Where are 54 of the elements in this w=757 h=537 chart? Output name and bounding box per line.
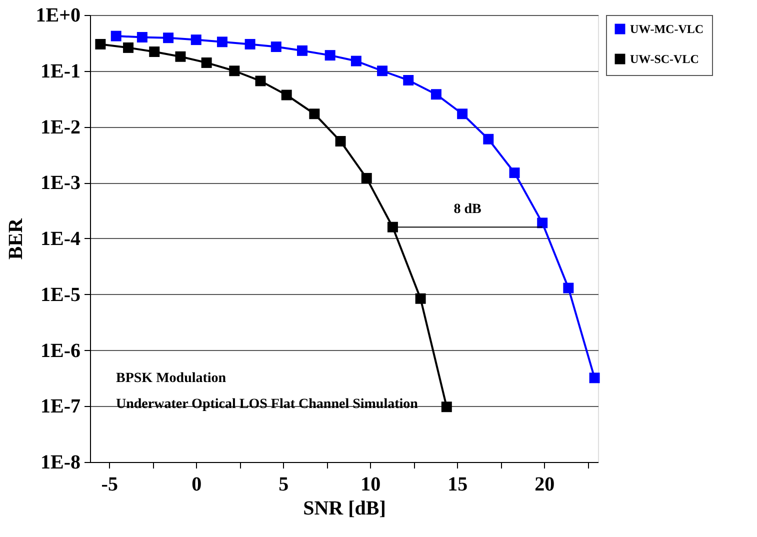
x-tick-label: -5	[101, 474, 118, 496]
x-tick-label: 5	[278, 474, 289, 496]
y-tick-label: 1E-6	[40, 340, 80, 362]
point	[201, 57, 212, 68]
point	[377, 66, 388, 76]
point	[95, 38, 106, 50]
point	[563, 282, 574, 294]
y-tick-label: 1E-3	[40, 172, 80, 194]
point	[441, 402, 452, 412]
point	[110, 30, 122, 42]
y-axis-title: BER	[4, 218, 27, 260]
point	[163, 32, 174, 44]
x-tick-label: 0	[192, 474, 202, 496]
point	[270, 42, 282, 52]
y-tick-label: 1E-5	[40, 284, 80, 306]
legend-label: UW-MC-VLC	[630, 22, 704, 36]
point	[387, 222, 398, 232]
x-tick-label: 15	[448, 474, 468, 496]
point	[136, 32, 148, 42]
point	[309, 108, 320, 120]
point	[255, 76, 266, 86]
point	[281, 90, 292, 100]
point	[149, 46, 160, 57]
point	[229, 66, 240, 76]
annotation: 8 dB	[454, 202, 482, 218]
point	[350, 56, 362, 66]
point	[589, 372, 600, 384]
point	[403, 74, 414, 86]
point	[244, 38, 256, 50]
y-tick-label: 1E-1	[40, 60, 80, 82]
annotation: BPSK Modulation	[116, 371, 226, 386]
point	[175, 51, 186, 62]
point	[415, 293, 426, 304]
y-tick-label: 1E-7	[40, 396, 80, 418]
point	[361, 172, 372, 184]
point	[483, 134, 494, 144]
y-tick-label: 1E-4	[40, 228, 80, 250]
legend-label: UW-SC-VLC	[630, 52, 699, 66]
x-axis-title: SNR [dB]	[303, 498, 386, 520]
y-tick-label: 1E-8	[40, 452, 80, 474]
point	[537, 218, 548, 228]
point	[123, 42, 134, 53]
point	[216, 36, 228, 48]
y-tick-label: 1E-2	[40, 116, 80, 138]
point	[430, 89, 442, 100]
point	[297, 45, 308, 56]
point	[190, 34, 202, 46]
point	[324, 50, 336, 61]
x-tick-label: 10	[360, 474, 381, 496]
point	[457, 108, 468, 120]
x-tick-label: 20	[534, 474, 555, 496]
point	[509, 168, 520, 178]
point	[335, 136, 346, 146]
y-tick-label: 1E+0	[36, 4, 80, 26]
